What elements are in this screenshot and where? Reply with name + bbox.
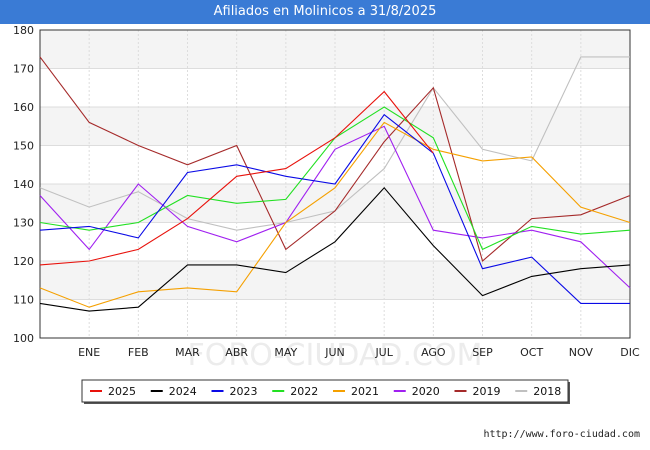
y-tick-label: 140 xyxy=(13,178,34,191)
legend-label-2019: 2019 xyxy=(473,385,501,398)
y-tick-label: 150 xyxy=(13,140,34,153)
series-line-2019 xyxy=(39,56,631,262)
legend-label-2025: 2025 xyxy=(108,385,136,398)
series-line-2023 xyxy=(39,113,630,304)
x-tick-label: MAY xyxy=(274,346,297,359)
y-tick-label: 180 xyxy=(13,24,34,37)
x-tick-label: AGO xyxy=(421,346,446,359)
y-tick-label: 120 xyxy=(13,255,34,268)
series-lines xyxy=(39,56,631,312)
series-line-2025 xyxy=(39,90,434,266)
y-tick-label: 170 xyxy=(13,63,34,76)
series-line-2024 xyxy=(39,186,631,312)
watermark: FORO-CIUDAD.COM xyxy=(188,338,483,373)
chart-title: Afiliados en Molinicos a 31/8/2025 xyxy=(0,0,650,24)
legend-label-2020: 2020 xyxy=(412,385,440,398)
x-tick-label: JUL xyxy=(374,346,393,359)
y-tick-label: 130 xyxy=(13,217,34,230)
legend-label-2023: 2023 xyxy=(230,385,258,398)
y-tick-label: 110 xyxy=(13,294,34,307)
x-tick-label: FEB xyxy=(128,346,149,359)
x-tick-label: ABR xyxy=(225,346,248,359)
legend-label-2024: 2024 xyxy=(169,385,197,398)
x-tick-label: ENE xyxy=(78,346,100,359)
plot-frame xyxy=(39,29,631,339)
legend-label-2021: 2021 xyxy=(351,385,379,398)
source-url: http://www.foro-ciudad.com xyxy=(483,429,640,440)
series-line-2021 xyxy=(39,121,631,308)
legend-box xyxy=(81,379,569,403)
axes: 100 110 120 130 140 150 160 170 180 ENE FEB MAR ABR M… xyxy=(13,24,640,359)
legend-label-2022: 2022 xyxy=(290,385,318,398)
legend-label-2018: 2018 xyxy=(533,385,561,398)
x-tick-label: JUN xyxy=(324,346,345,359)
series-line-2020 xyxy=(39,125,631,289)
x-tick-label: MAR xyxy=(175,346,200,359)
legend: 2025 2024 2023 2022 2021 2020 2019 2018 xyxy=(81,379,570,404)
x-tick-label: OCT xyxy=(520,346,543,359)
y-tick-label: 100 xyxy=(13,332,34,345)
x-tick-label: SEP xyxy=(472,346,493,359)
x-tick-label: NOV xyxy=(569,346,594,359)
y-tick-label: 160 xyxy=(13,101,34,114)
x-tick-label: DIC xyxy=(620,346,640,359)
